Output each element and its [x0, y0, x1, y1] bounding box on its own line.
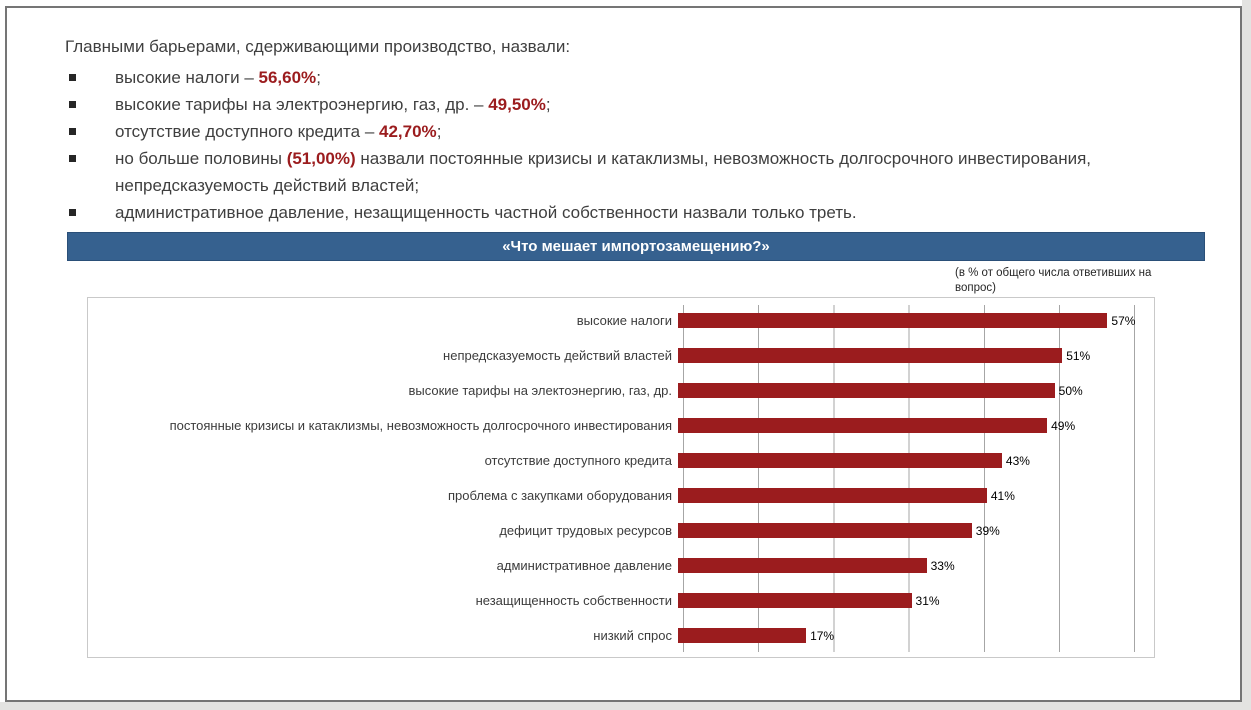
bullet-text: высокие тарифы на электроэнергию, газ, д… [115, 91, 551, 118]
bullet-text: административное давление, незащищенност… [115, 199, 857, 226]
bullet-square-icon [69, 101, 76, 108]
chart-row: административное давление 33% [88, 548, 1154, 583]
bullet-item: но больше половины (51,00%) назвали пост… [65, 145, 1205, 199]
chart-row: высокие налоги 57% [88, 303, 1154, 338]
chart-row: дефицит трудовых ресурсов 39% [88, 513, 1154, 548]
bar [678, 558, 927, 573]
chart-row: отсутствие доступного кредита 43% [88, 443, 1154, 478]
bar [678, 383, 1055, 398]
category-label: постоянные кризисы и катаклизмы, невозмо… [169, 418, 672, 433]
chart-row: низкий спрос 17% [88, 618, 1154, 653]
plot-cell: 39% [678, 513, 1154, 548]
bullet-highlight-value: 42,70% [379, 122, 437, 141]
value-label: 49% [1051, 418, 1076, 433]
bullet-text-plain: отсутствие доступного кредита – [115, 122, 380, 141]
plot-cell: 41% [678, 478, 1154, 513]
bullet-item: высокие тарифы на электроэнергию, газ, д… [65, 91, 1205, 118]
bullet-text-plain: ; [545, 95, 551, 114]
value-label: 50% [1058, 383, 1083, 398]
bullet-text-plain: ; [436, 122, 442, 141]
chart-rows: высокие налоги 57% непредсказуемость дейст… [88, 303, 1154, 653]
bar [678, 593, 912, 608]
category-label: дефицит трудовых ресурсов [499, 523, 672, 538]
value-label: 39% [975, 523, 1000, 538]
bullet-highlight-value: (51,00%) [286, 149, 356, 168]
bullet-highlight-value: 49,50% [488, 95, 546, 114]
plot-cell: 50% [678, 373, 1154, 408]
category-label: незащищенность собственности [475, 593, 672, 608]
bar [678, 628, 807, 643]
bullet-text: но больше половины (51,00%) назвали пост… [115, 145, 1145, 199]
value-label: 33% [930, 558, 955, 573]
bar [678, 418, 1048, 433]
bullet-text-plain: назвали постоянные кризисы и катаклизмы,… [115, 149, 1092, 195]
value-label: 31% [915, 593, 940, 608]
chart-row: непредсказуемость действий властей 51% [88, 338, 1154, 373]
bullet-text-plain: но больше половины [115, 149, 287, 168]
chart-row: проблема с закупками оборудования 41% [88, 478, 1154, 513]
category-label: проблема с закупками оборудования [448, 488, 672, 503]
value-label: 51% [1066, 348, 1091, 363]
value-label: 41% [990, 488, 1015, 503]
bullet-item: высокие налоги – 56,60%; [65, 64, 1205, 91]
bar-chart: высокие налоги 57% непредсказуемость дейст… [87, 297, 1155, 658]
slide-frame: Главными барьерами, сдерживающими произв… [5, 6, 1242, 702]
bullet-item: административное давление, незащищенност… [65, 199, 1205, 226]
bullet-text-plain: административное давление, незащищенност… [115, 203, 857, 222]
bar [678, 313, 1108, 328]
plot-cell: 43% [678, 443, 1154, 478]
bullet-text-plain: ; [316, 68, 321, 87]
category-label: непредсказуемость действий властей [443, 348, 672, 363]
chart-title-banner: «Что мешает импортозамещению?» [67, 232, 1205, 261]
plot-cell: 49% [678, 408, 1154, 443]
category-label: высокие тарифы на электоэнергию, газ, др… [408, 383, 672, 398]
bullet-text-plain: высокие тарифы на электроэнергию, газ, д… [115, 95, 489, 114]
category-label: отсутствие доступного кредита [484, 453, 672, 468]
bullet-text: отсутствие доступного кредита – 42,70%; [115, 118, 441, 145]
bullet-text: высокие налоги – 56,60%; [115, 64, 321, 91]
chart-row: высокие тарифы на электоэнергию, газ, др… [88, 373, 1154, 408]
bullet-item: отсутствие доступного кредита – 42,70%; [65, 118, 1205, 145]
bar [678, 453, 1002, 468]
chart-note: (в % от общего числа ответивших на вопро… [955, 267, 1152, 294]
bar [678, 348, 1063, 363]
bullet-square-icon [69, 209, 76, 216]
bullet-text-plain: высокие налоги – [115, 68, 259, 87]
bullet-square-icon [69, 74, 76, 81]
bullet-square-icon [69, 128, 76, 135]
plot-cell: 51% [678, 338, 1154, 373]
category-label: низкий спрос [593, 628, 672, 643]
chart-row: постоянные кризисы и катаклизмы, невозмо… [88, 408, 1154, 443]
bullet-highlight-value: 56,60% [258, 68, 317, 87]
plot-cell: 31% [678, 583, 1154, 618]
category-label: административное давление [496, 558, 672, 573]
bar [678, 523, 972, 538]
plot-cell: 57% [678, 303, 1154, 338]
chart-row: незащищенность собственности 31% [88, 583, 1154, 618]
plot-cell: 17% [678, 618, 1154, 653]
value-label: 17% [810, 628, 835, 643]
bullet-list: высокие налоги – 56,60%; высокие тарифы н… [65, 64, 1205, 226]
bullet-square-icon [69, 155, 76, 162]
intro-text-block: Главными барьерами, сдерживающими произв… [65, 34, 1205, 226]
plot-cell: 33% [678, 548, 1154, 583]
category-label: высокие налоги [576, 313, 672, 328]
bar [678, 488, 987, 503]
intro-lead: Главными барьерами, сдерживающими произв… [65, 37, 571, 56]
value-label: 57% [1111, 313, 1136, 328]
value-label: 43% [1005, 453, 1030, 468]
